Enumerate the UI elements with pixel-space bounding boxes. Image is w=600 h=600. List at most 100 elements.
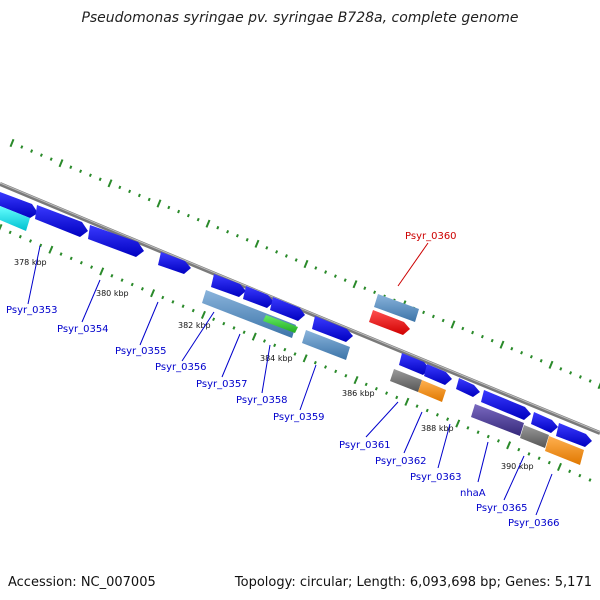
scale-tick: [588, 478, 592, 482]
scale-tick: [283, 347, 287, 352]
gene-arrow[interactable]: [0, 192, 38, 218]
scale-tick: [450, 320, 456, 329]
scale-tick: [150, 289, 156, 298]
scale-tick: [0, 223, 3, 231]
gene-arrow[interactable]: [35, 205, 88, 237]
scale-tick: [254, 239, 260, 248]
scale-tick: [212, 317, 216, 322]
scale-tick: [499, 340, 505, 349]
cds-steel[interactable]: [202, 290, 296, 338]
scale-tick: [156, 199, 162, 208]
scale-tick: [48, 245, 54, 254]
scale-tick: [167, 205, 171, 210]
scale-tick: [79, 169, 83, 174]
cds-steel[interactable]: [374, 294, 419, 322]
scale-tick: [9, 138, 15, 148]
gene-arrow[interactable]: [88, 225, 144, 257]
gene-arrow[interactable]: [424, 364, 452, 385]
scale-tick: [529, 354, 533, 359]
scale-tick: [363, 286, 367, 290]
scale-tick: [140, 287, 144, 291]
scale-tick: [548, 360, 554, 369]
accession-text: Accession: NC_007005: [8, 575, 156, 590]
gene-label-psyr-0355[interactable]: Psyr_0355: [115, 346, 167, 357]
gene-label-psyr-0359[interactable]: Psyr_0359: [273, 412, 325, 423]
scale-tick: [597, 382, 600, 390]
scale-tick: [205, 219, 211, 228]
cds-cyan[interactable]: [0, 206, 30, 231]
scale-tick: [466, 426, 470, 430]
scale-tick: [235, 233, 239, 238]
cds-gray[interactable]: [390, 369, 422, 392]
gene-label-psyr-0358[interactable]: Psyr_0358: [236, 395, 288, 406]
gene-label-psyr-0354[interactable]: Psyr_0354: [57, 324, 109, 335]
gene-label-psyr-0361[interactable]: Psyr_0361: [339, 440, 391, 451]
scale-tick: [118, 185, 122, 190]
scale-tick: [200, 310, 206, 319]
scale-tick: [404, 397, 410, 406]
scale-tick: [537, 456, 541, 461]
scale-tick: [578, 473, 582, 478]
cds-red-arrow[interactable]: [369, 310, 410, 335]
forward-genes: [0, 192, 592, 447]
tick-labels: 378 kbp 380 kbp 382 kbp 384 kbp 386 kbp …: [14, 258, 534, 471]
scale-tick: [8, 230, 12, 235]
scale-tick: [395, 395, 399, 400]
gene-label-psyr-0363[interactable]: Psyr_0363: [410, 472, 462, 483]
scale-tick: [216, 225, 220, 230]
cds-green[interactable]: [263, 315, 298, 333]
gene-arrow[interactable]: [312, 316, 353, 342]
gene-label-psyr-0360[interactable]: Psyr_0360: [405, 231, 457, 242]
scale-tick: [517, 447, 521, 452]
gene-arrow[interactable]: [556, 423, 592, 447]
scale-tick: [29, 239, 33, 243]
map-title: Pseudomonas syringae pv. syringae B728a,…: [81, 10, 519, 26]
gene-arrow[interactable]: [211, 274, 246, 297]
scale-tick: [334, 369, 338, 374]
gene-label-psyr-0353[interactable]: Psyr_0353: [6, 305, 58, 316]
scale-tick: [294, 258, 298, 262]
gene-arrow[interactable]: [531, 412, 558, 433]
scale-tick: [314, 266, 318, 270]
gene-arrow[interactable]: [399, 353, 430, 375]
scale-tick: [98, 177, 102, 182]
scale-tick: [446, 417, 450, 421]
scale-tick: [273, 343, 277, 348]
cds-orange[interactable]: [418, 380, 446, 402]
scale-tick: [191, 308, 195, 313]
gene-arrow[interactable]: [158, 252, 191, 274]
cds-steel[interactable]: [302, 330, 350, 360]
inner-dotted-ring: [0, 223, 592, 482]
gene-label-psyr-0356[interactable]: Psyr_0356: [155, 362, 207, 373]
gene-label-nhaa[interactable]: nhaA: [460, 488, 486, 499]
scale-tick: [569, 371, 573, 375]
gene-label-psyr-0362[interactable]: Psyr_0362: [375, 456, 427, 467]
cds-orange[interactable]: [545, 436, 584, 465]
tick-label: 390 kbp: [501, 462, 534, 471]
scale-tick: [486, 434, 490, 439]
scale-tick: [324, 365, 328, 369]
scale-tick: [147, 197, 151, 202]
scale-tick: [422, 310, 426, 315]
gene-label-psyr-0366[interactable]: Psyr_0366: [508, 518, 560, 529]
gene-arrow[interactable]: [456, 378, 480, 397]
scale-tick: [578, 375, 582, 379]
scale-tick: [265, 246, 269, 250]
scale-tick: [18, 234, 22, 239]
gene-label-psyr-0357[interactable]: Psyr_0357: [196, 379, 248, 390]
cds-purple[interactable]: [471, 404, 524, 436]
scale-tick: [262, 339, 266, 343]
scale-tick: [181, 304, 185, 308]
gene-arrow[interactable]: [481, 390, 531, 420]
gene-arrow[interactable]: [270, 297, 305, 321]
cds-features: [0, 206, 584, 465]
scale-tick: [527, 452, 531, 456]
tick-label: 386 kbp: [342, 389, 375, 398]
scale-tick: [344, 373, 348, 378]
gene-arrow[interactable]: [243, 286, 274, 308]
tick-label: 384 kbp: [260, 354, 293, 363]
scale-tick: [480, 334, 484, 339]
gene-label-psyr-0365[interactable]: Psyr_0365: [476, 503, 528, 514]
cds-gray[interactable]: [520, 425, 549, 448]
